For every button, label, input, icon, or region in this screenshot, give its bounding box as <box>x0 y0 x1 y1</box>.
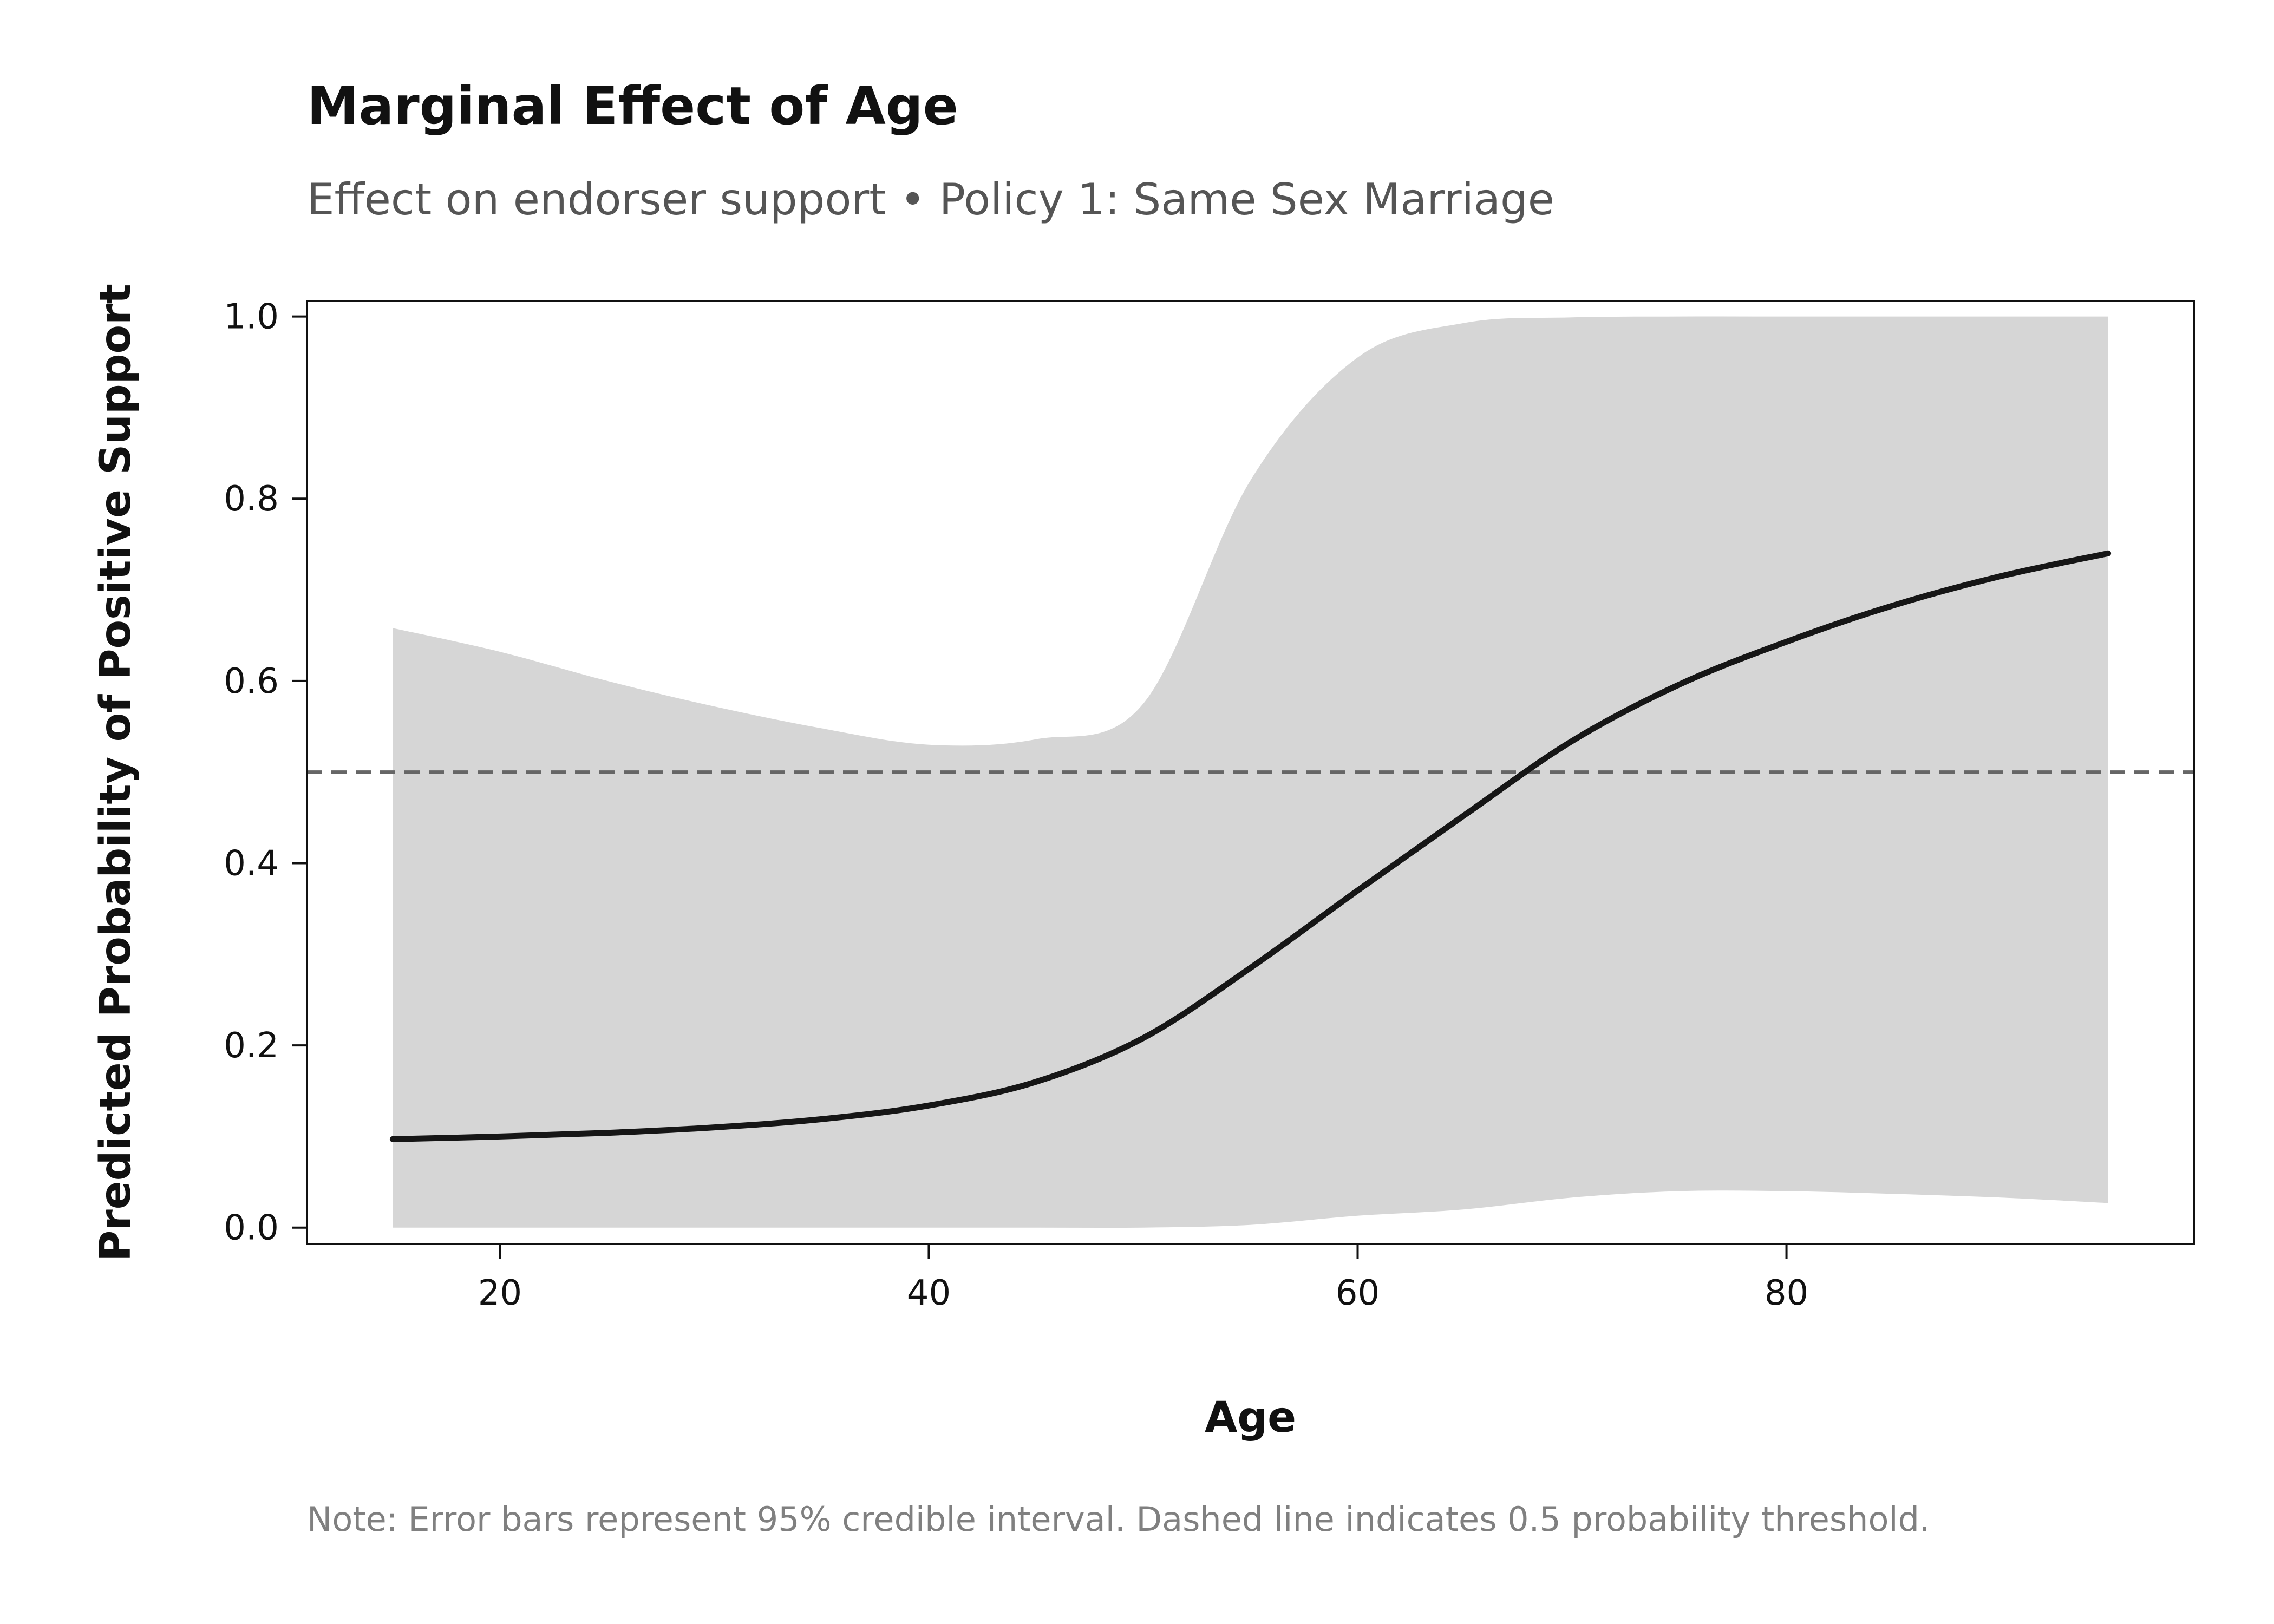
x-axis: 20 40 60 80 <box>478 1244 1808 1313</box>
x-tick-label: 80 <box>1765 1273 1808 1313</box>
y-tick-label: 0.0 <box>224 1208 279 1248</box>
x-tick-label: 40 <box>907 1273 951 1313</box>
chart-note: Note: Error bars represent 95% credible … <box>307 1499 1930 1539</box>
plot-frame <box>306 300 2195 1245</box>
y-tick-label: 0.4 <box>224 843 279 883</box>
credible-interval-band <box>393 316 2108 1228</box>
series-line <box>389 550 2112 1142</box>
chart-title: Marginal Effect of Age <box>307 76 958 136</box>
x-tick-label: 20 <box>478 1273 522 1313</box>
y-tick-label: 1.0 <box>224 297 279 337</box>
y-axis: 0.0 0.2 0.4 0.6 0.8 1.0 <box>224 297 307 1248</box>
y-tick-label: 0.6 <box>224 662 279 702</box>
y-tick-label: 0.8 <box>224 479 279 519</box>
x-axis-title: Age <box>1205 1393 1296 1442</box>
y-tick-label: 0.2 <box>224 1026 279 1066</box>
x-tick-label: 60 <box>1336 1273 1380 1313</box>
y-axis-title: Predicted Probability of Positive Suppor… <box>92 284 140 1261</box>
chart-subtitle: Effect on endorser support • Policy 1: S… <box>307 174 1554 225</box>
